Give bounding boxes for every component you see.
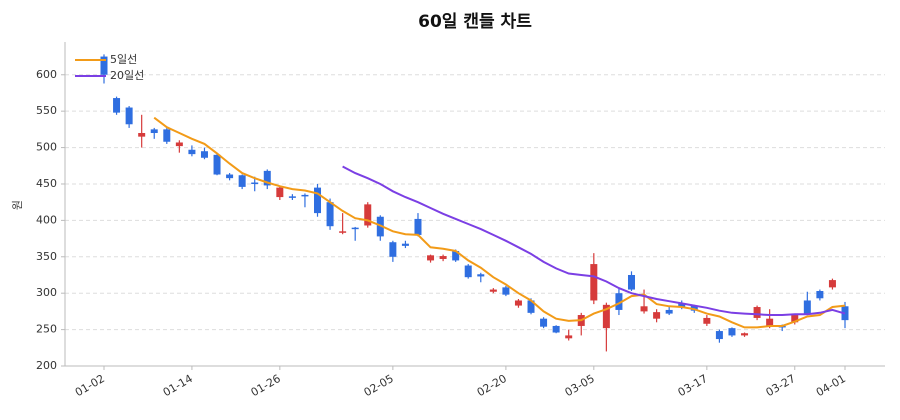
candle-body <box>715 331 723 340</box>
candle-body <box>640 306 648 312</box>
y-tick-label: 400 <box>36 213 57 226</box>
candle-body <box>339 231 347 233</box>
candle-body <box>326 202 334 227</box>
candle-body <box>565 335 573 339</box>
candle-body <box>540 318 548 327</box>
candle-body <box>125 107 133 125</box>
candle-body <box>678 303 686 308</box>
candle-body <box>527 300 535 313</box>
candle-body <box>489 289 497 292</box>
candle-body <box>590 264 598 301</box>
candle-body <box>389 242 397 257</box>
candle-body <box>791 315 799 323</box>
y-tick-label: 450 <box>36 177 57 190</box>
candle-body <box>803 300 811 314</box>
x-tick-label: 01-02 <box>73 372 107 399</box>
candle-body <box>514 300 522 306</box>
candle-body <box>427 255 435 261</box>
ma-line <box>342 165 846 316</box>
candle-body <box>163 129 171 142</box>
y-tick-label: 350 <box>36 250 57 263</box>
candle-body <box>690 305 698 311</box>
x-tick-label: 03-05 <box>563 372 597 399</box>
x-tick-label: 02-05 <box>362 372 396 399</box>
candle-body <box>627 274 635 290</box>
x-tick-label: 01-26 <box>249 372 283 399</box>
y-tick-label: 500 <box>36 141 57 154</box>
candle-body <box>100 56 108 75</box>
candle-body <box>314 187 322 214</box>
candle-body <box>728 328 736 336</box>
candle-body <box>175 142 183 147</box>
x-tick-label: 04-01 <box>814 372 848 399</box>
candle-body <box>665 309 673 314</box>
candle-body <box>816 291 824 299</box>
candle-body <box>439 256 447 259</box>
candle-body <box>741 333 749 336</box>
candle-body <box>414 218 422 235</box>
candle-body <box>200 151 208 158</box>
candle-body <box>828 280 836 288</box>
candle-body <box>288 196 296 198</box>
candle-body <box>364 204 372 226</box>
x-tick-label: 02-20 <box>475 372 509 399</box>
candle-body <box>477 274 485 277</box>
y-tick-label: 200 <box>36 359 57 372</box>
candle-body <box>753 307 761 318</box>
candle-body <box>703 317 711 324</box>
candle-body <box>464 265 472 278</box>
candle-body <box>263 170 271 186</box>
candle-body <box>502 287 510 295</box>
y-tick-label: 600 <box>36 68 57 81</box>
candle-body <box>238 175 246 187</box>
ma-line <box>153 116 846 329</box>
candle-body <box>276 187 284 198</box>
candle-body <box>251 182 259 185</box>
candle-body <box>653 312 661 319</box>
legend-label: 20일선 <box>110 68 144 82</box>
candle-body <box>188 149 196 155</box>
y-tick-label: 550 <box>36 104 57 117</box>
candle-body <box>401 243 409 246</box>
candle-body <box>615 293 623 310</box>
y-axis-label: 원 <box>11 200 24 210</box>
candle-body <box>301 194 309 197</box>
candle-body <box>150 129 158 134</box>
candle-body <box>766 318 774 326</box>
candle-body <box>452 250 460 261</box>
y-tick-label: 300 <box>36 286 57 299</box>
candle-body <box>213 154 221 175</box>
legend-label: 5일선 <box>110 52 137 66</box>
candle-body <box>602 304 610 329</box>
candle-body <box>351 227 359 230</box>
candle-body <box>138 133 146 137</box>
candle-body <box>552 325 560 333</box>
candle-body <box>113 98 121 113</box>
y-tick-label: 250 <box>36 323 57 336</box>
candle-body <box>226 174 234 179</box>
x-tick-label: 01-14 <box>161 372 195 399</box>
x-tick-label: 03-17 <box>676 372 710 399</box>
x-tick-label: 03-27 <box>764 372 798 399</box>
chart-title: 60일 캔들 차트 <box>418 12 532 32</box>
